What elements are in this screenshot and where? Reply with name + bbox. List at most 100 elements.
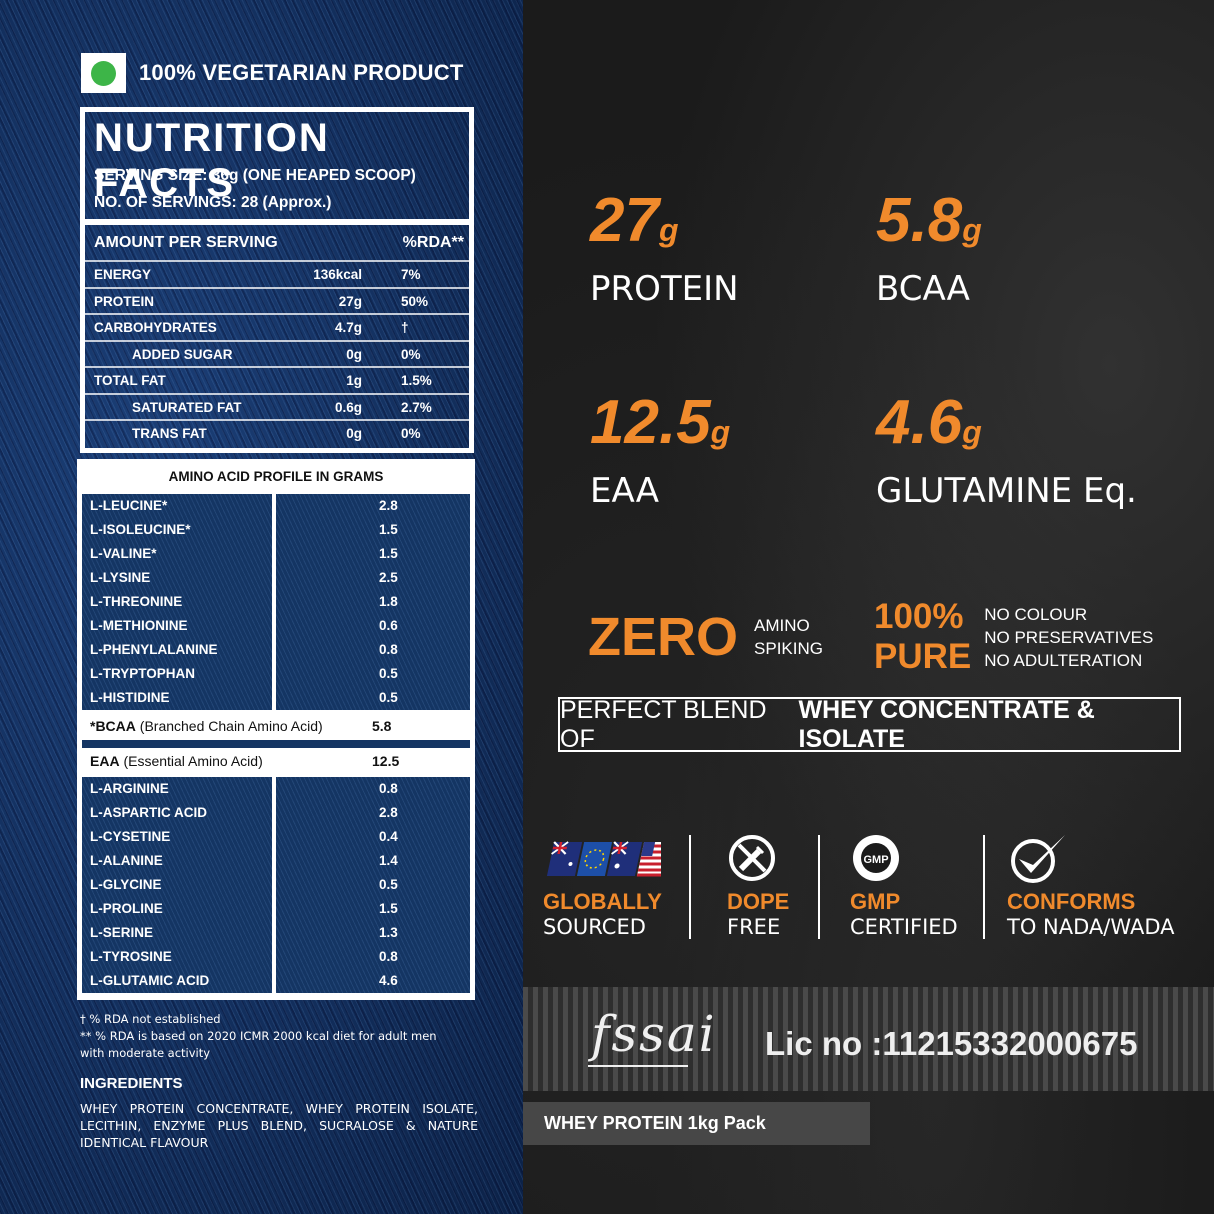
nutrition-header: AMOUNT PER SERVING %RDA** xyxy=(94,234,464,252)
eaa-description: (Essential Amino Acid) xyxy=(119,753,263,769)
ingredients-text: WHEY PROTEIN CONCENTRATE, WHEY PROTEIN I… xyxy=(80,1101,478,1150)
certification-badges: GLOBALLY SOURCED DOPE FREE GMP GMP CERTI… xyxy=(540,830,1200,942)
amino-name: L-LYSINE xyxy=(90,570,151,585)
amino-value: 0.8 xyxy=(379,781,398,796)
zero-label: ZERO xyxy=(588,607,739,667)
zero-sub-2: SPIKING xyxy=(754,639,823,658)
row-rda: 7% xyxy=(401,267,421,282)
badge-subtitle: FREE xyxy=(727,915,781,939)
zero-amino-spiking: ZERO AMINO SPIKING xyxy=(588,606,823,668)
amino-name: L-TYROSINE xyxy=(90,949,172,964)
pure-label: PURE xyxy=(874,637,972,676)
stat-unit: g xyxy=(962,212,982,248)
amino-name: L-ALANINE xyxy=(90,853,163,868)
fssai-license-bar: fssai Lic no :11215332000675 xyxy=(523,987,1214,1091)
footnote-rda-cont: with moderate activity xyxy=(80,1046,211,1060)
badge-subtitle: CERTIFIED xyxy=(850,915,958,939)
amino-name: L-SERINE xyxy=(90,925,154,940)
amino-value: 1.5 xyxy=(379,546,398,561)
eaa-value: 12.5 xyxy=(372,753,400,769)
badge-globally-sourced: GLOBALLY SOURCED xyxy=(543,830,662,940)
nutrition-row: CARBOHYDRATES 4.7g † xyxy=(85,313,469,340)
stat-label: GLUTAMINE Eq. xyxy=(876,471,1137,511)
eaa-label: EAA xyxy=(90,753,120,769)
badge-conforms-nada-wada: CONFORMS TO NADA/WADA xyxy=(1007,830,1175,940)
blend-normal-text: PERFECT BLEND OF xyxy=(560,695,767,753)
row-rda: 0% xyxy=(401,346,421,362)
pack-size-label: WHEY PROTEIN 1kg Pack xyxy=(523,1102,870,1145)
row-amount: 0g xyxy=(346,426,362,441)
stat-label: BCAA xyxy=(876,269,970,309)
row-amount: 4.7g xyxy=(334,320,362,335)
svg-text:GMP: GMP xyxy=(863,854,888,866)
amino-value: 2.8 xyxy=(379,498,398,513)
amino-value: 4.6 xyxy=(379,973,398,988)
bcaa-label: *BCAA xyxy=(90,718,136,734)
bcaa-description: (Branched Chain Amino Acid) xyxy=(135,718,323,734)
divider xyxy=(689,835,691,939)
divider xyxy=(983,835,985,939)
amino-name: L-PROLINE xyxy=(90,901,163,916)
eaa-summary-row: EAA (Essential Amino Acid) 12.5 xyxy=(82,748,470,774)
row-label: TRANS FAT xyxy=(132,426,207,441)
badge-subtitle: TO NADA/WADA xyxy=(1007,915,1175,939)
fssai-logo: fssai xyxy=(591,1005,717,1063)
badge-dope-free: DOPE FREE xyxy=(727,830,789,940)
amino-table-2: L-ARGININE L-ASPARTIC ACID L-CYSETINE L-… xyxy=(82,777,470,993)
stat-unit: g xyxy=(962,414,982,450)
zero-sub-1: AMINO xyxy=(754,616,810,635)
amino-name: L-GLUTAMIC ACID xyxy=(90,973,210,988)
serving-size: SERVING SIZE: 36g (ONE HEAPED SCOOP) xyxy=(94,167,416,184)
stat-label: EAA xyxy=(590,471,659,511)
divider xyxy=(85,219,469,225)
row-label: TOTAL FAT xyxy=(94,373,166,388)
amino-title: AMINO ACID PROFILE IN GRAMS xyxy=(168,469,384,484)
stat-value: 27 xyxy=(590,186,659,255)
servings-count: NO. OF SERVINGS: 28 (Approx.) xyxy=(94,194,332,211)
amino-name: L-CYSETINE xyxy=(90,829,171,844)
amino-value: 0.5 xyxy=(379,877,398,892)
amino-value: 2.5 xyxy=(379,570,398,585)
amino-value: 1.3 xyxy=(379,925,398,940)
badge-title: DOPE xyxy=(727,889,790,914)
row-amount: 1g xyxy=(346,373,362,388)
pure-claim: 100% PURE NO COLOUR NO PRESERVATIVES NO … xyxy=(874,597,1153,677)
row-rda: 1.5% xyxy=(401,373,432,388)
nutrition-row: ADDED SUGAR 0g 0% xyxy=(85,339,469,367)
amino-value: 0.8 xyxy=(379,642,398,657)
badge-title: GMP xyxy=(850,889,901,914)
amino-name: L-HISTIDINE xyxy=(90,690,170,705)
nutrition-row: TRANS FAT 0g 0% xyxy=(85,419,469,446)
amino-name: L-METHIONINE xyxy=(90,618,188,633)
amino-name: L-ASPARTIC ACID xyxy=(90,805,207,820)
amino-value: 0.5 xyxy=(379,690,398,705)
badge-gmp-certified: GMP GMP CERTIFIED xyxy=(850,830,958,940)
row-amount: 27g xyxy=(338,293,362,309)
veg-symbol-icon xyxy=(81,53,126,93)
fssai-logo-underline xyxy=(588,1065,688,1067)
row-rda: 0% xyxy=(401,426,421,441)
amino-name: L-PHENYLALANINE xyxy=(90,642,218,657)
stat-eaa: 12.5g EAA xyxy=(590,392,730,512)
row-rda: 2.7% xyxy=(401,399,432,415)
bcaa-value: 5.8 xyxy=(372,718,392,734)
nutrition-row: PROTEIN 27g 50% xyxy=(85,286,469,314)
amino-value: 0.5 xyxy=(379,666,398,681)
nutrition-row: TOTAL FAT 1g 1.5% xyxy=(85,366,469,393)
stat-unit: g xyxy=(658,212,679,248)
badge-title: CONFORMS xyxy=(1007,889,1136,914)
row-rda: 50% xyxy=(401,293,429,309)
amino-acid-profile: AMINO ACID PROFILE IN GRAMS L-LEUCINE* L… xyxy=(77,459,475,1000)
badge-subtitle: SOURCED xyxy=(543,915,646,939)
amino-names-column: L-ARGININE L-ASPARTIC ACID L-CYSETINE L-… xyxy=(82,777,272,993)
amino-value: 0.4 xyxy=(379,829,398,844)
bcaa-summary-row: *BCAA (Branched Chain Amino Acid) 5.8 xyxy=(82,713,470,739)
divider xyxy=(82,740,470,748)
divider xyxy=(818,835,820,939)
amino-name: L-ISOLEUCINE* xyxy=(90,522,191,537)
amino-values-column: 0.8 2.8 0.4 1.4 0.5 1.5 1.3 0.8 4.6 xyxy=(276,777,470,993)
amino-value: 1.8 xyxy=(379,594,398,609)
pure-item: NO COLOUR xyxy=(984,604,1088,624)
amino-values-column: 2.8 1.5 1.5 2.5 1.8 0.6 0.8 0.5 0.5 xyxy=(276,494,470,710)
amino-names-column: L-LEUCINE* L-ISOLEUCINE* L-VALINE* L-LYS… xyxy=(82,494,272,710)
